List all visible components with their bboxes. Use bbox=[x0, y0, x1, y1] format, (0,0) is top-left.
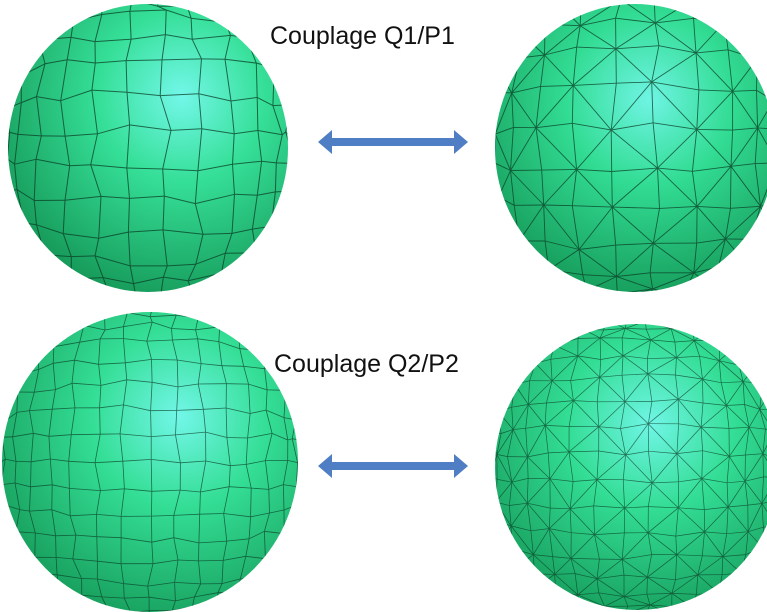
double-arrow-icon bbox=[316, 450, 470, 482]
quad-mesh-sphere-fine bbox=[0, 310, 300, 612]
quad-mesh-sphere-coarse bbox=[0, 0, 290, 300]
tri-mesh-sphere-coarse bbox=[490, 0, 767, 300]
double-arrow-icon bbox=[316, 126, 470, 158]
tri-mesh-sphere-fine bbox=[490, 322, 767, 612]
coupling-label-q1-p1: Couplage Q1/P1 bbox=[270, 22, 455, 51]
coupling-label-q2-p2: Couplage Q2/P2 bbox=[274, 350, 459, 379]
